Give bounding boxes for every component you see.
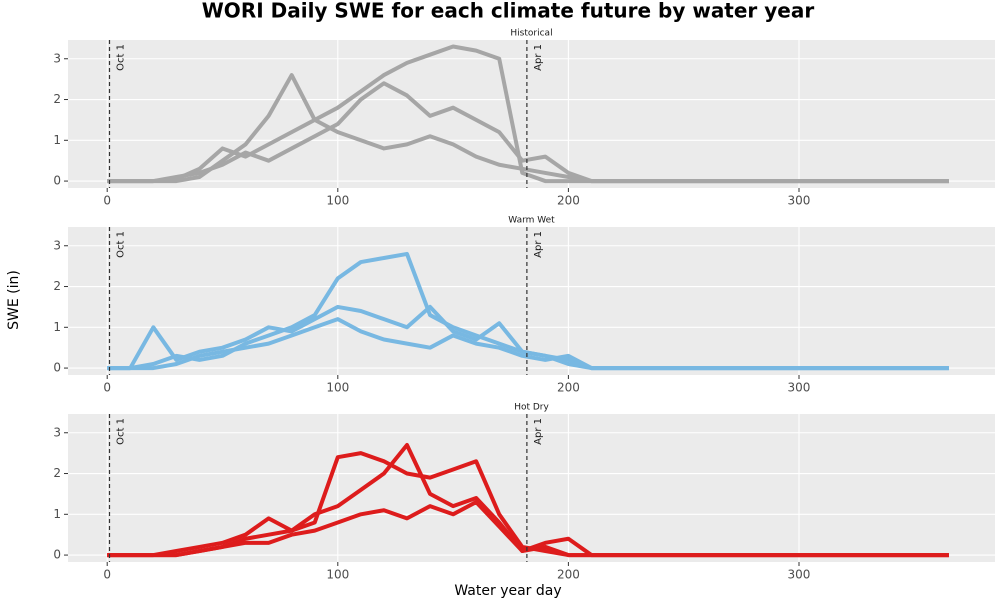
x-tick-label: 0 [103, 568, 111, 582]
y-tick-label: 1 [53, 507, 61, 521]
y-tick-label: 0 [53, 174, 61, 188]
chart-title: WORI Daily SWE for each climate future b… [202, 0, 815, 23]
x-tick-label: 300 [788, 194, 811, 208]
panel-title: Warm Wet [508, 216, 555, 226]
x-tick-label: 300 [788, 568, 811, 582]
y-tick-label: 1 [53, 320, 61, 334]
x-tick-label: 200 [557, 381, 580, 395]
y-tick-label: 2 [53, 92, 61, 106]
y-axis-label: SWE (in) [6, 270, 22, 330]
reference-label: Oct 1 [116, 231, 127, 258]
panel-title: Historical [510, 29, 552, 39]
x-tick-label: 300 [788, 381, 811, 395]
x-tick-label: 100 [326, 568, 349, 582]
y-tick-label: 3 [53, 51, 61, 65]
reference-label: Oct 1 [116, 44, 127, 71]
panel-background [68, 40, 995, 188]
x-tick-label: 100 [326, 194, 349, 208]
y-tick-label: 0 [53, 361, 61, 375]
reference-label: Apr 1 [533, 44, 544, 71]
series-line [107, 317, 949, 371]
y-tick-label: 3 [53, 425, 61, 439]
reference-label: Apr 1 [533, 231, 544, 258]
series-line [107, 500, 949, 558]
y-tick-label: 3 [53, 238, 61, 252]
x-tick-label: 200 [557, 194, 580, 208]
y-tick-label: 0 [53, 548, 61, 562]
x-tick-label: 0 [103, 194, 111, 208]
panel-background [68, 414, 995, 562]
y-tick-label: 1 [53, 133, 61, 147]
x-axis-label: Water year day [454, 583, 561, 599]
y-tick-label: 2 [53, 466, 61, 480]
reference-label: Apr 1 [533, 418, 544, 445]
y-tick-label: 2 [53, 279, 61, 293]
x-tick-label: 100 [326, 381, 349, 395]
reference-label: Oct 1 [116, 418, 127, 445]
panel-title: Hot Dry [514, 403, 549, 413]
x-tick-label: 0 [103, 381, 111, 395]
series-line [107, 81, 949, 184]
x-tick-label: 200 [557, 568, 580, 582]
